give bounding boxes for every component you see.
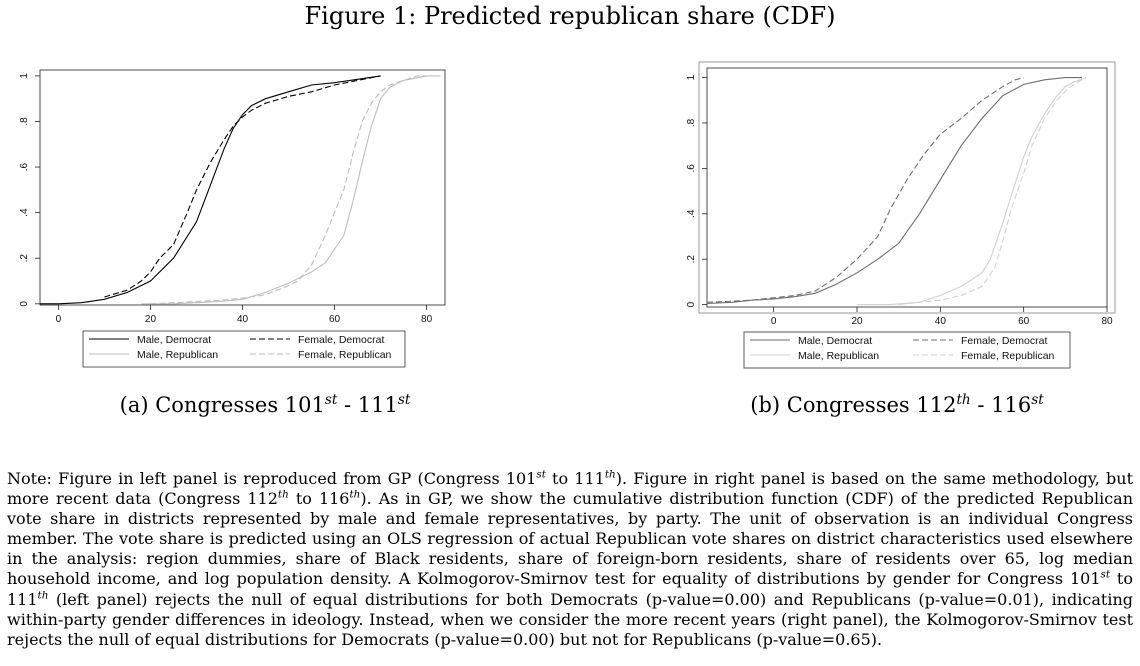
legend-label-b-3: Female, Republican [961, 350, 1055, 362]
y-tick-label-b-0: 0 [686, 301, 697, 307]
x-tick-label-b-4: 80 [1101, 316, 1113, 327]
legend-label-a-2: Male, Republican [137, 349, 218, 361]
y-tick-label-a-5: 1 [19, 73, 30, 79]
x-tick-label-b-0: 0 [771, 316, 777, 327]
caption-b-mid: - 116 [970, 393, 1032, 417]
note-text-5: ). As in GP, we show the cumulative dist… [7, 489, 1133, 589]
note-sup-6: th [37, 589, 49, 602]
caption-a-sup2: st [397, 392, 411, 408]
x-tick-label-a-4: 80 [421, 314, 433, 325]
y-tick-label-b-4: .8 [686, 118, 697, 127]
chart-panel-a: 0 .2 .4 .6 .8 1 0 20 40 60 80 Male, Democrat Female,… [19, 69, 446, 368]
plot-frame-b [698, 61, 1116, 314]
legend-label-a-1: Female, Democrat [298, 334, 384, 346]
note-text-1: Note: Figure in left panel is reproduced… [7, 469, 537, 488]
x-tick-label-a-3: 60 [329, 314, 341, 325]
note-text-2: to 111 [545, 469, 605, 488]
y-tick-label-a-0: 0 [19, 301, 30, 307]
legend-label-a-0: Male, Democrat [137, 334, 211, 346]
note-text-7: (left panel) rejects the null of equal d… [7, 589, 1133, 649]
series-line-b-1 [706, 77, 1024, 303]
y-tick-label-a-2: .4 [19, 208, 30, 217]
y-tick-label-a-1: .2 [19, 254, 30, 263]
x-tick-label-b-3: 60 [1018, 316, 1030, 327]
series-line-b-3 [898, 77, 1087, 306]
series-line-a-3 [150, 75, 427, 305]
y-tick-label-b-1: .2 [686, 255, 697, 264]
x-tick-label-a-2: 40 [237, 314, 249, 325]
note-text-4: to 116 [288, 489, 350, 509]
series-line-a-0 [40, 75, 381, 305]
legend-box-b [743, 331, 1071, 369]
x-tick-label-a-1: 20 [145, 314, 157, 325]
figure-title: Figure 1: Predicted republican share (CD… [304, 2, 836, 30]
series-line-a-2 [141, 75, 441, 305]
series-line-b-2 [857, 77, 1087, 306]
caption-a-sup1: st [324, 392, 338, 408]
plot-area-b [706, 67, 1108, 308]
x-tick-label-a-0: 0 [56, 314, 62, 325]
series-line-b-0 [706, 77, 1082, 305]
figure-note: Note: Figure in left panel is reproduced… [7, 469, 1133, 650]
legend-label-a-3: Female, Republican [298, 349, 392, 361]
note-text-6: to 111 [7, 569, 1133, 609]
legend-label-b-2: Male, Republican [798, 350, 879, 362]
series-line-a-1 [104, 75, 381, 298]
caption-a-mid: - 111 [337, 393, 398, 417]
note-text-3: ). Figure in right panel is based on the… [7, 469, 1134, 509]
caption-b-prefix: (b) Congresses 112 [750, 393, 957, 417]
panel-a-caption: (a) Congresses 101st - 111st [40, 393, 490, 417]
note-sup-3: th [277, 488, 289, 501]
panel-b-caption: (b) Congresses 112th - 116st [672, 393, 1122, 417]
caption-b-sup2: st [1031, 392, 1044, 408]
chart-panel-b: 0 .2 .4 .6 .8 1 0 20 40 60 80 Male, Democrat Female,… [686, 61, 1116, 369]
y-tick-label-a-3: .6 [19, 162, 30, 171]
x-tick-label-b-1: 20 [851, 316, 863, 327]
note-sup-5: st [1100, 569, 1111, 582]
caption-a-prefix: (a) Congresses 101 [119, 393, 325, 417]
x-tick-label-b-2: 40 [935, 316, 947, 327]
note-sup-2: th [604, 468, 616, 481]
legend-label-b-1: Female, Democrat [961, 335, 1047, 347]
plot-area-a [39, 69, 446, 306]
y-tick-label-b-3: .6 [686, 164, 697, 173]
legend-box-a [82, 330, 406, 368]
note-sup-4: th [349, 488, 361, 501]
y-tick-label-b-5: 1 [686, 74, 697, 80]
legend-label-b-0: Male, Democrat [798, 335, 872, 347]
caption-b-sup1: th [956, 392, 971, 408]
y-tick-label-a-4: .8 [19, 117, 30, 126]
note-sup-1: st [536, 468, 546, 481]
y-tick-label-b-2: .4 [686, 209, 697, 218]
